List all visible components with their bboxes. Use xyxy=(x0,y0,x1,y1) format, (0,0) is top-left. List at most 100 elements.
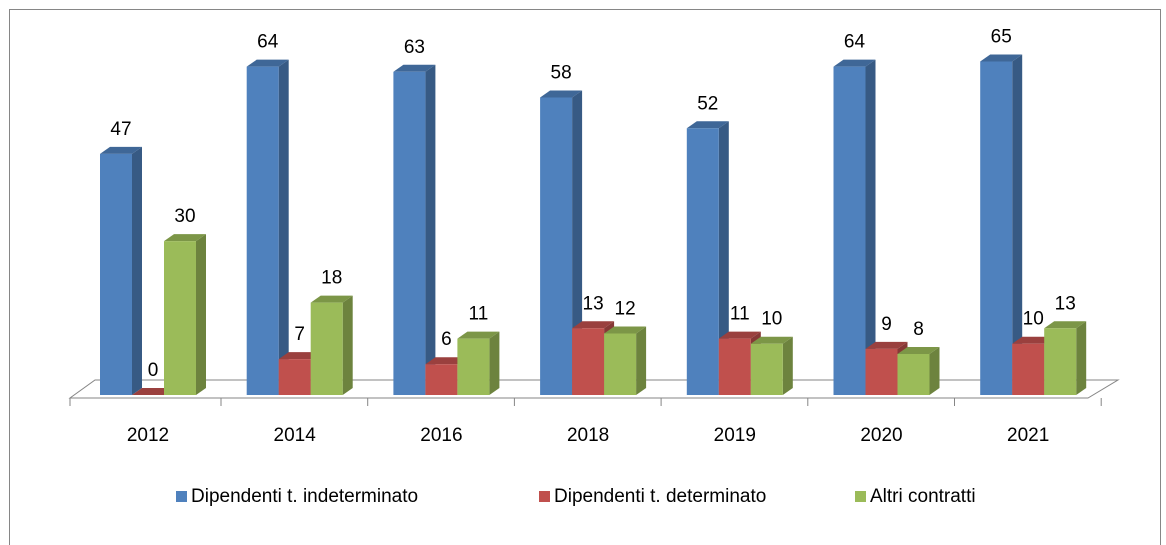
value-label: 52 xyxy=(697,93,718,114)
bar-top xyxy=(164,234,206,242)
legend-label: Dipendenti t. indeterminato xyxy=(191,486,418,507)
bar xyxy=(164,234,206,395)
bar-top xyxy=(980,54,1023,62)
value-label: 64 xyxy=(844,32,866,53)
bar-top xyxy=(393,64,436,72)
bar xyxy=(310,295,353,395)
bar-top xyxy=(1044,321,1087,329)
x-tick-label: 2020 xyxy=(860,425,902,446)
bar xyxy=(457,331,500,395)
bar xyxy=(1044,321,1087,395)
bar-top xyxy=(897,346,940,354)
value-label: 11 xyxy=(469,304,489,325)
bar-side xyxy=(489,331,500,395)
bar-front xyxy=(897,353,930,395)
bar-top xyxy=(310,295,353,303)
x-tick-label: 2018 xyxy=(567,425,609,446)
bar-top xyxy=(100,146,142,154)
bar-top xyxy=(718,331,761,339)
bar-front xyxy=(246,66,279,396)
bar-side xyxy=(636,326,647,395)
bar xyxy=(100,146,142,395)
bar-side xyxy=(865,59,876,396)
value-label: 65 xyxy=(991,27,1012,48)
value-label: 8 xyxy=(913,319,924,340)
x-tick-label: 2014 xyxy=(274,425,317,446)
value-label: 10 xyxy=(1023,309,1044,330)
bar-side xyxy=(278,59,289,396)
value-label: 10 xyxy=(761,309,782,330)
x-tick-label: 2019 xyxy=(714,425,756,446)
value-label: 63 xyxy=(404,37,425,58)
value-label: 30 xyxy=(174,206,195,227)
bar-front xyxy=(540,97,573,396)
bar-front xyxy=(718,338,751,395)
bar-top xyxy=(278,352,321,360)
bar-side xyxy=(718,121,729,396)
value-label: 0 xyxy=(148,360,159,381)
legend-swatch xyxy=(539,491,550,502)
bar xyxy=(980,54,1023,396)
bar-front xyxy=(100,153,132,395)
value-label: 47 xyxy=(110,119,131,140)
bar-top xyxy=(833,59,876,67)
bar-top xyxy=(246,59,289,67)
bar-front xyxy=(572,328,605,395)
bar-top xyxy=(604,326,647,334)
bar-top xyxy=(572,321,615,329)
bar-side xyxy=(1076,321,1087,395)
legend-label: Dipendenti t. determinato xyxy=(554,486,766,507)
bar xyxy=(393,64,436,395)
bar xyxy=(686,121,729,396)
bar-side xyxy=(425,64,436,395)
bar-side xyxy=(196,234,206,395)
value-label: 64 xyxy=(257,32,279,53)
bar-front xyxy=(393,71,426,395)
bar-front xyxy=(833,66,866,396)
legend-swatch xyxy=(176,491,187,502)
bar-front xyxy=(278,359,311,395)
bar xyxy=(897,346,940,395)
bar-front xyxy=(425,364,458,395)
value-label: 18 xyxy=(321,268,342,289)
value-label: 12 xyxy=(615,298,636,319)
bar-front xyxy=(310,302,343,395)
bar xyxy=(604,326,647,395)
bar xyxy=(833,59,876,396)
legend-swatch xyxy=(855,491,866,502)
bar-side xyxy=(782,336,793,395)
bar-top xyxy=(132,388,174,395)
value-label: 13 xyxy=(1055,293,1076,314)
bar-side xyxy=(342,295,353,395)
bar-front xyxy=(1044,328,1077,395)
bar-top xyxy=(425,357,468,365)
bar-side xyxy=(929,346,940,395)
bar xyxy=(132,388,174,395)
bar-side xyxy=(132,146,142,395)
bar-side xyxy=(1012,54,1023,396)
bar-front xyxy=(1012,343,1045,395)
x-tick-label: 2012 xyxy=(127,425,169,446)
bar-top xyxy=(750,336,793,344)
value-label: 11 xyxy=(730,304,750,325)
bar-front xyxy=(865,348,898,395)
value-label: 7 xyxy=(294,324,305,345)
legend-label: Altri contratti xyxy=(870,486,976,507)
x-tick-label: 2021 xyxy=(1007,425,1049,446)
bar-side xyxy=(572,90,583,396)
bar-top xyxy=(686,121,729,129)
bar-front xyxy=(164,241,196,395)
bar xyxy=(246,59,289,396)
bar-front xyxy=(457,338,490,395)
value-label: 6 xyxy=(441,329,452,350)
value-label: 13 xyxy=(583,293,604,314)
bar-top xyxy=(1012,336,1055,344)
bar-front xyxy=(980,61,1013,396)
x-tick-label: 2016 xyxy=(420,425,462,446)
bar-top xyxy=(540,90,583,98)
value-label: 58 xyxy=(551,62,572,83)
value-label: 9 xyxy=(881,314,892,335)
bar xyxy=(750,336,793,395)
bar-front xyxy=(604,333,637,395)
